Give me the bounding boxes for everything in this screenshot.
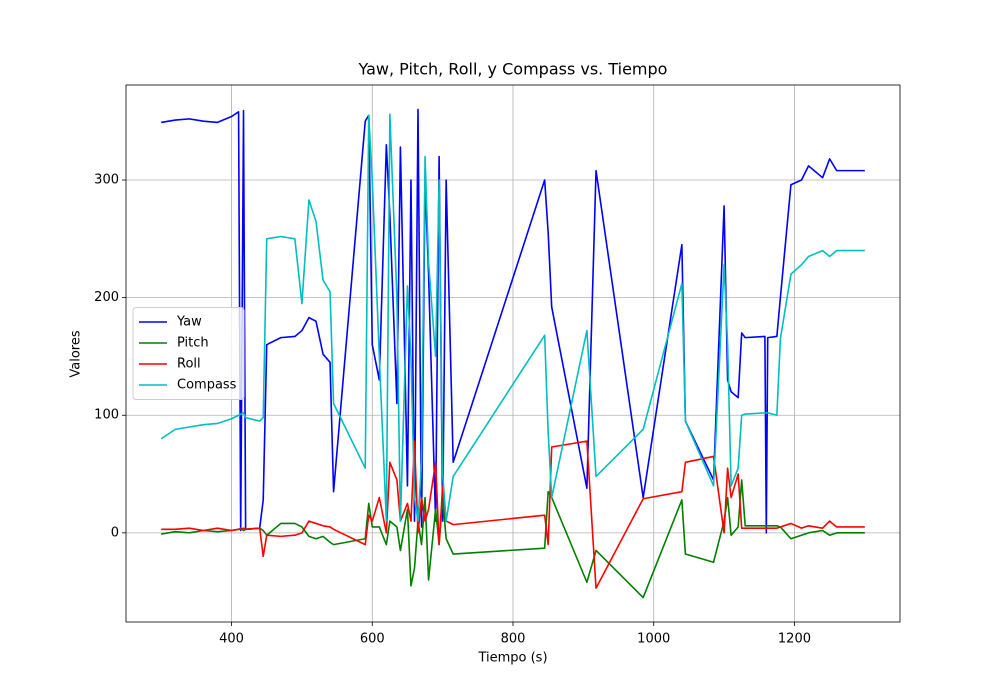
legend: Yaw Pitch Roll Compass <box>132 307 245 400</box>
series-line <box>160 113 865 522</box>
x-tick-label: 1200 <box>778 632 811 647</box>
x-tick-label: 600 <box>360 632 385 647</box>
series-line <box>161 479 865 599</box>
plot-frame <box>125 84 901 623</box>
y-tick-label: 100 <box>94 408 119 423</box>
y-tick-label: 0 <box>111 525 119 540</box>
chart-title: Yaw, Pitch, Roll, y Compass vs. Tiempo <box>358 60 668 79</box>
y-tick-label: 200 <box>94 290 119 305</box>
y-tick-label: 300 <box>94 173 119 188</box>
x-tick-label: 400 <box>219 632 244 647</box>
y-axis-label: Valores <box>69 330 84 377</box>
legend-label: Compass <box>177 378 237 393</box>
x-tick-label: 1000 <box>637 632 670 647</box>
legend-label: Pitch <box>177 336 209 351</box>
legend-label: Roll <box>177 357 201 372</box>
x-tick-label: 800 <box>501 632 526 647</box>
x-axis-label: Tiempo (s) <box>477 651 547 666</box>
series-line <box>161 440 865 589</box>
legend-label: Yaw <box>176 315 202 330</box>
legend-box <box>132 307 245 400</box>
